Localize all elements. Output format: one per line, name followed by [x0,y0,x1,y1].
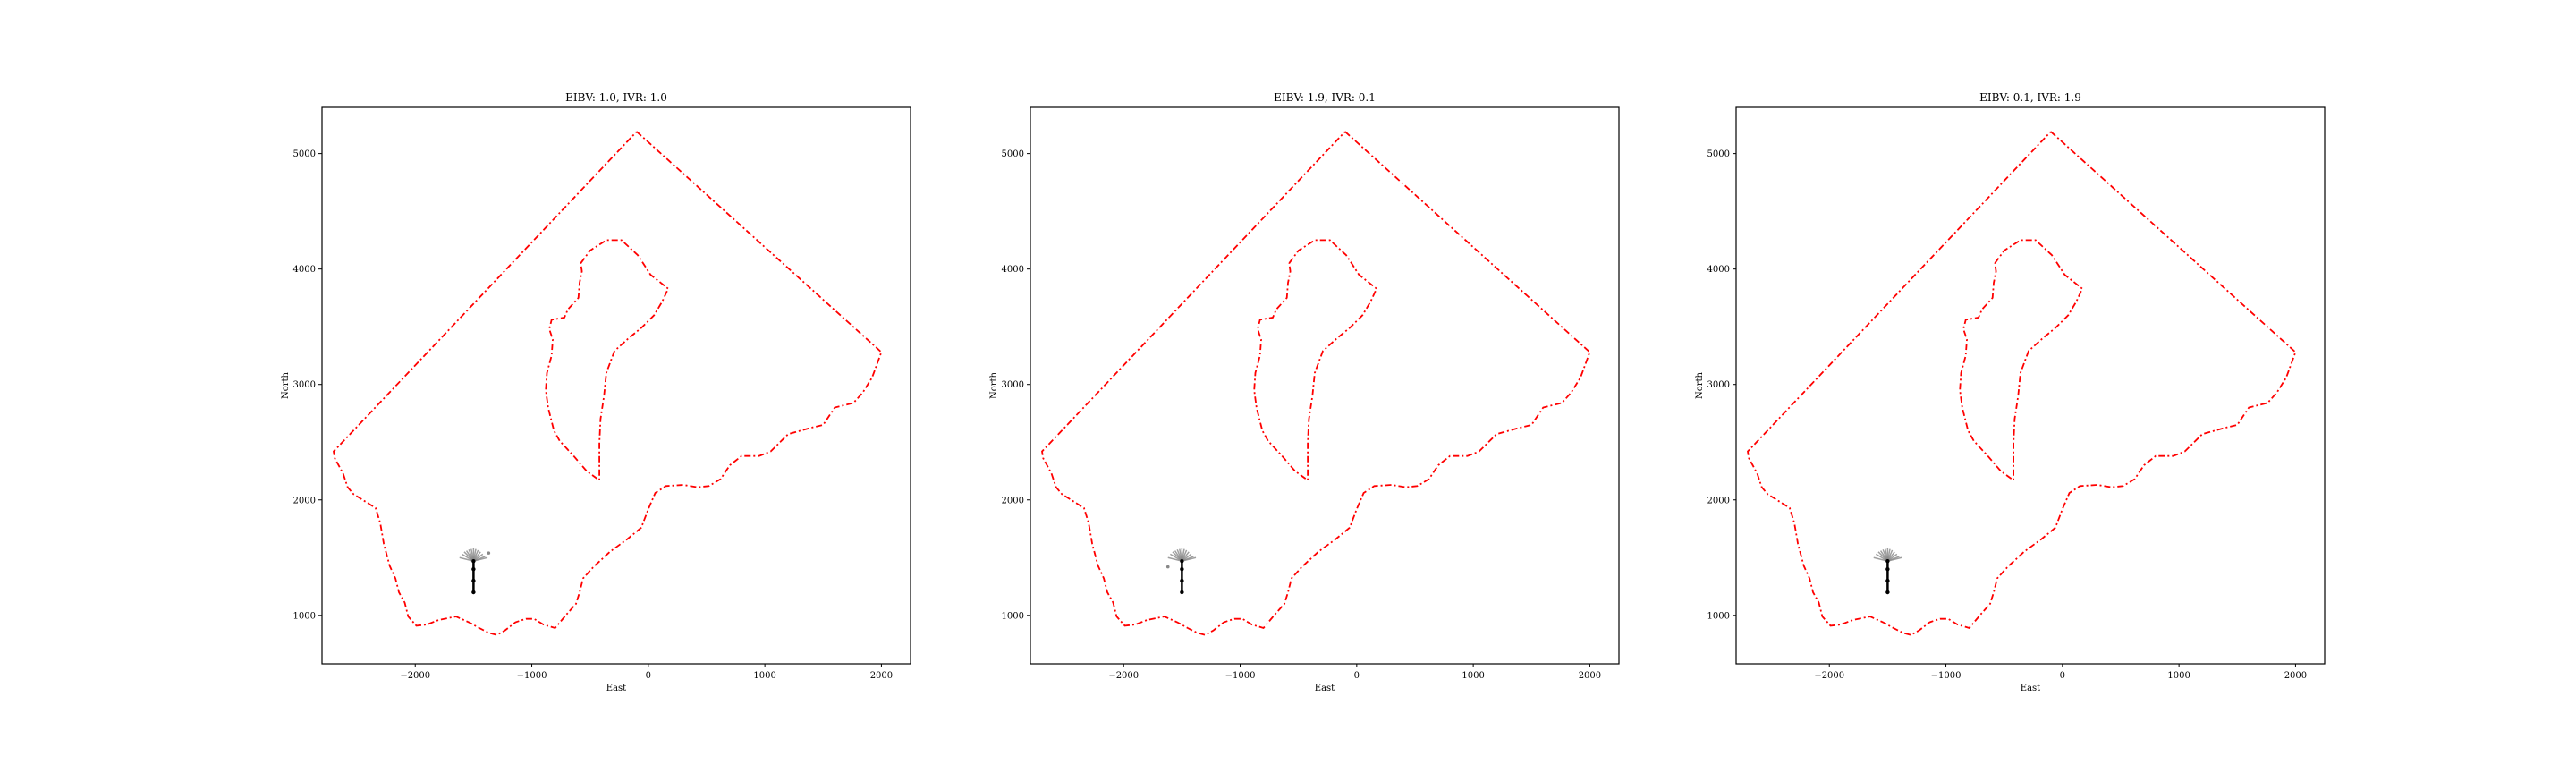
x-tick-label: 2000 [1579,671,1601,681]
candidate-path-line [1887,556,1902,562]
x-tick-label: −1000 [517,671,547,681]
y-tick-label: 4000 [1707,265,1730,275]
candidate-path-line [1167,556,1182,562]
trajectory-point [1885,590,1890,595]
x-tick-label: 2000 [2284,671,2307,681]
y-axis-label: North [281,371,291,399]
x-axis-label: East [1315,684,1335,693]
x-tick-label: −1000 [1931,671,1962,681]
trajectory-point [1885,566,1890,572]
x-tick-label: 2000 [870,671,893,681]
trajectory-point [471,578,476,583]
x-tick-label: 1000 [753,671,775,681]
x-axis-label: East [606,684,626,693]
y-tick-label: 5000 [293,149,316,159]
axes-frame [1735,106,2326,665]
axes-frame [321,106,911,665]
candidate-path-line [1873,556,1888,562]
chart-panel-1: EIBV: 1.0, IVR: 1.0 East North −2000 −1000 0 1… [281,91,911,693]
chart-title: EIBV: 1.9, IVR: 0.1 [1274,91,1376,104]
y-tick-label: 3000 [1707,380,1730,390]
trajectory-point [471,590,476,595]
chart-panel-3: EIBV: 0.1, IVR: 1.9 East North −2000 −1000 0 1… [1695,91,2326,693]
trajectory-point [1180,558,1184,564]
axes-frame [1030,106,1620,665]
trajectory-point [471,558,476,564]
candidate-path-line [473,556,488,562]
chart-title: EIBV: 1.0, IVR: 1.0 [565,91,667,104]
x-tick-label: −2000 [400,671,430,681]
x-tick-label: −2000 [1814,671,1844,681]
chart-title: EIBV: 0.1, IVR: 1.9 [1979,91,2081,104]
x-tick-label: 0 [2060,671,2065,681]
y-tick-label: 1000 [1002,611,1024,621]
y-tick-label: 5000 [1707,149,1730,159]
candidate-path-line [459,556,474,562]
y-axis-label: North [989,371,999,399]
trajectory-point [1180,578,1184,583]
x-tick-label: −1000 [1225,671,1256,681]
x-tick-label: 0 [1354,671,1360,681]
outer-boundary-line [1747,131,2297,636]
outer-boundary-line [1041,131,1591,636]
y-tick-label: 2000 [1002,496,1024,505]
candidate-marker [1165,565,1170,569]
y-tick-label: 2000 [293,496,316,505]
candidate-path-line [1182,556,1197,562]
x-tick-label: 1000 [1462,671,1484,681]
trajectory-point [471,566,476,572]
x-tick-label: 1000 [2167,671,2190,681]
trajectory-point [1885,578,1890,583]
y-tick-label: 3000 [1002,380,1024,390]
chart-panel-2: EIBV: 1.9, IVR: 0.1 East North −2000 −1000 0 1… [989,91,1620,693]
trajectory-point [1885,558,1890,564]
y-tick-label: 4000 [1002,265,1024,275]
y-tick-label: 5000 [1002,149,1024,159]
y-tick-label: 1000 [293,611,316,621]
inner-boundary-line [1253,239,1378,482]
outer-boundary-line [333,131,883,636]
inner-boundary-line [545,239,670,482]
y-tick-label: 1000 [1707,611,1730,621]
y-tick-label: 3000 [293,380,316,390]
inner-boundary-line [1959,239,2084,482]
y-axis-label: North [1695,371,1705,399]
y-tick-label: 4000 [293,265,316,275]
x-axis-label: East [2021,684,2040,693]
x-tick-label: −2000 [1108,671,1139,681]
trajectory-point [1180,590,1184,595]
x-tick-label: 0 [646,671,651,681]
trajectory-point [1180,566,1184,572]
candidate-marker [487,551,491,555]
y-tick-label: 2000 [1707,496,1730,505]
